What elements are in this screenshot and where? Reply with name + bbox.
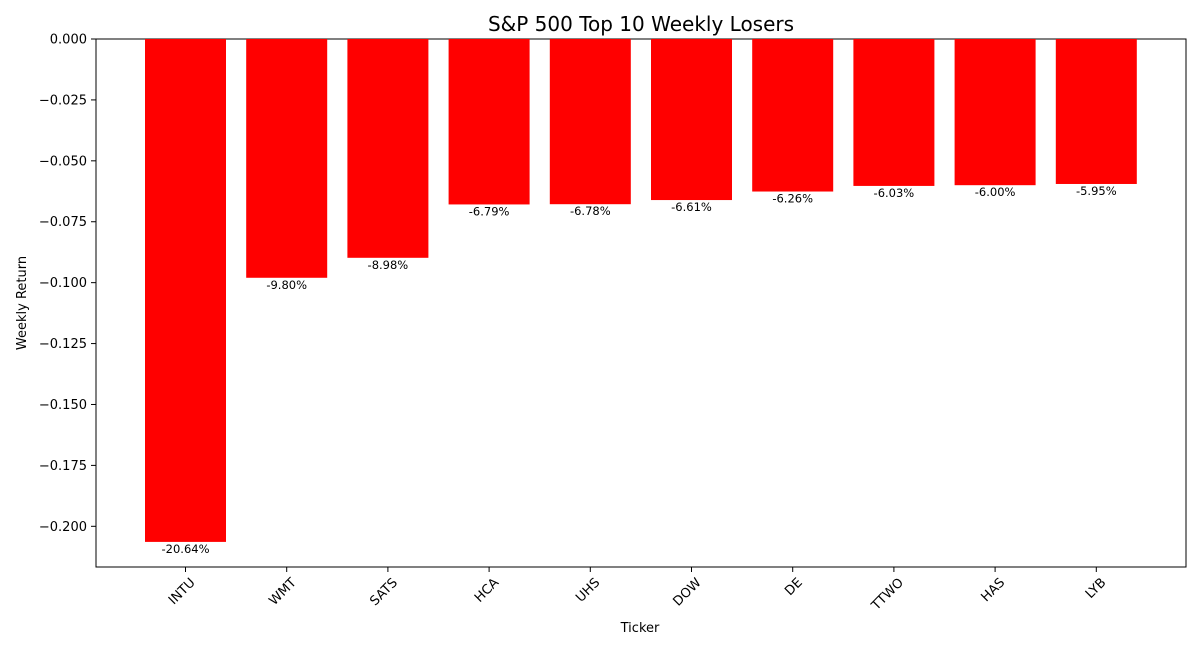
chart-title: S&P 500 Top 10 Weekly Losers	[488, 12, 794, 36]
bar-wmt	[246, 39, 328, 278]
y-tick-label: 0.000	[50, 33, 87, 48]
bar-uhs	[549, 39, 631, 205]
y-tick-label: −0.050	[39, 154, 87, 169]
y-tick-label: −0.150	[39, 398, 87, 413]
x-tick-label-hca: HCA	[472, 575, 502, 605]
bar-has	[954, 39, 1036, 186]
y-axis: 0.000 −0.025 −0.050 −0.075 −0.100 −0.125 −0.15…	[39, 33, 96, 535]
bars-layer	[145, 39, 1137, 542]
x-tick-label-sats: SATS	[367, 575, 401, 609]
bar-ttwo	[853, 39, 935, 186]
data-label-uhs: -6.78%	[570, 204, 611, 218]
x-tick-label-dow: DOW	[671, 575, 705, 609]
x-tick-label-uhs: UHS	[573, 575, 603, 605]
data-label-wmt: -9.80%	[266, 278, 307, 292]
data-label-hca: -6.79%	[469, 204, 510, 218]
data-label-intu: -20.64%	[162, 542, 210, 556]
data-label-sats: -8.98%	[368, 258, 409, 272]
bar-lyb	[1055, 39, 1137, 184]
data-label-dow: -6.61%	[671, 200, 712, 214]
y-tick-label: −0.075	[39, 215, 87, 230]
bar-de	[752, 39, 834, 192]
data-label-de: -6.26%	[772, 192, 813, 206]
x-axis: INTU WMT SATS HCA UHS DOW DE TTWO HAS LYB	[166, 567, 1109, 614]
data-label-has: -6.00%	[975, 185, 1016, 199]
x-tick-label-ttwo: TTWO	[868, 575, 907, 614]
y-tick-label: −0.200	[39, 520, 87, 535]
x-tick-label-lyb: LYB	[1083, 575, 1109, 601]
y-tick-label: −0.025	[39, 93, 87, 108]
data-labels-layer: -20.64% -9.80% -8.98% -6.79% -6.78% -6.61% -6.…	[162, 184, 1117, 556]
x-axis-title: Ticker	[620, 621, 660, 636]
x-tick-label-de: DE	[782, 575, 806, 599]
y-axis-title: Weekly Return	[15, 256, 30, 350]
plot-area	[95, 38, 1187, 568]
bar-intu	[145, 39, 226, 542]
x-tick-label-intu: INTU	[166, 575, 199, 608]
y-tick-label: −0.175	[39, 459, 87, 474]
plot-frame	[95, 38, 1187, 568]
y-tick-label: −0.125	[39, 337, 87, 352]
data-label-lyb: -5.95%	[1076, 184, 1117, 198]
bar-dow	[651, 39, 732, 201]
data-label-ttwo: -6.03%	[874, 186, 915, 200]
bar-sats	[347, 39, 429, 258]
x-tick-label-has: HAS	[979, 575, 1009, 605]
x-tick-label-wmt: WMT	[267, 575, 300, 608]
bar-hca	[448, 39, 530, 205]
y-tick-label: −0.100	[39, 276, 87, 291]
